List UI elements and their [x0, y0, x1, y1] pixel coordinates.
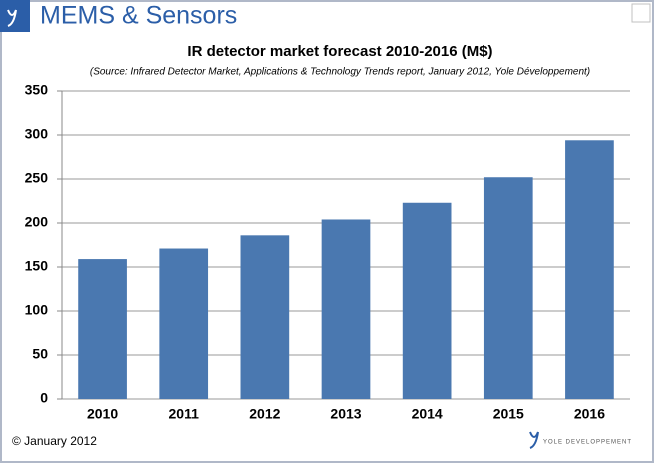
y-tick-label: 100 — [25, 302, 49, 318]
bar — [78, 259, 127, 399]
x-tick-label: 2015 — [493, 406, 524, 422]
y-tick-label: 150 — [25, 258, 49, 274]
bar — [321, 219, 371, 399]
x-tick-label: 2010 — [87, 406, 118, 422]
footer-logo: YOLE DEVELOPPEMENT — [543, 440, 632, 446]
x-tick-label: 2014 — [412, 406, 443, 422]
logo-mark — [7, 9, 17, 27]
bar — [240, 235, 290, 399]
bar — [159, 248, 209, 399]
x-tick-label: 2016 — [574, 406, 605, 422]
bar — [483, 177, 533, 399]
x-tick-label: 2012 — [249, 406, 280, 422]
footer-logo-mark — [529, 431, 539, 449]
y-tick-label: 0 — [40, 390, 48, 406]
chart-subtitle: (Source: Infrared Detector Market, Appli… — [90, 67, 590, 78]
header-title: MEMS & Sensors — [40, 2, 237, 30]
y-tick-label: 250 — [25, 170, 49, 186]
bar — [402, 202, 452, 399]
y-tick-label: 200 — [25, 214, 49, 230]
y-tick-label: 350 — [25, 82, 49, 98]
chart-title: IR detector market forecast 2010-2016 (M… — [187, 43, 492, 60]
copyright: © January 2012 — [12, 434, 97, 448]
x-tick-label: 2011 — [169, 406, 200, 422]
corner-icon — [631, 3, 651, 23]
x-tick-label: 2013 — [330, 406, 361, 422]
y-tick-label: 300 — [25, 126, 49, 142]
bar — [565, 140, 614, 399]
y-tick-label: 50 — [32, 346, 48, 362]
